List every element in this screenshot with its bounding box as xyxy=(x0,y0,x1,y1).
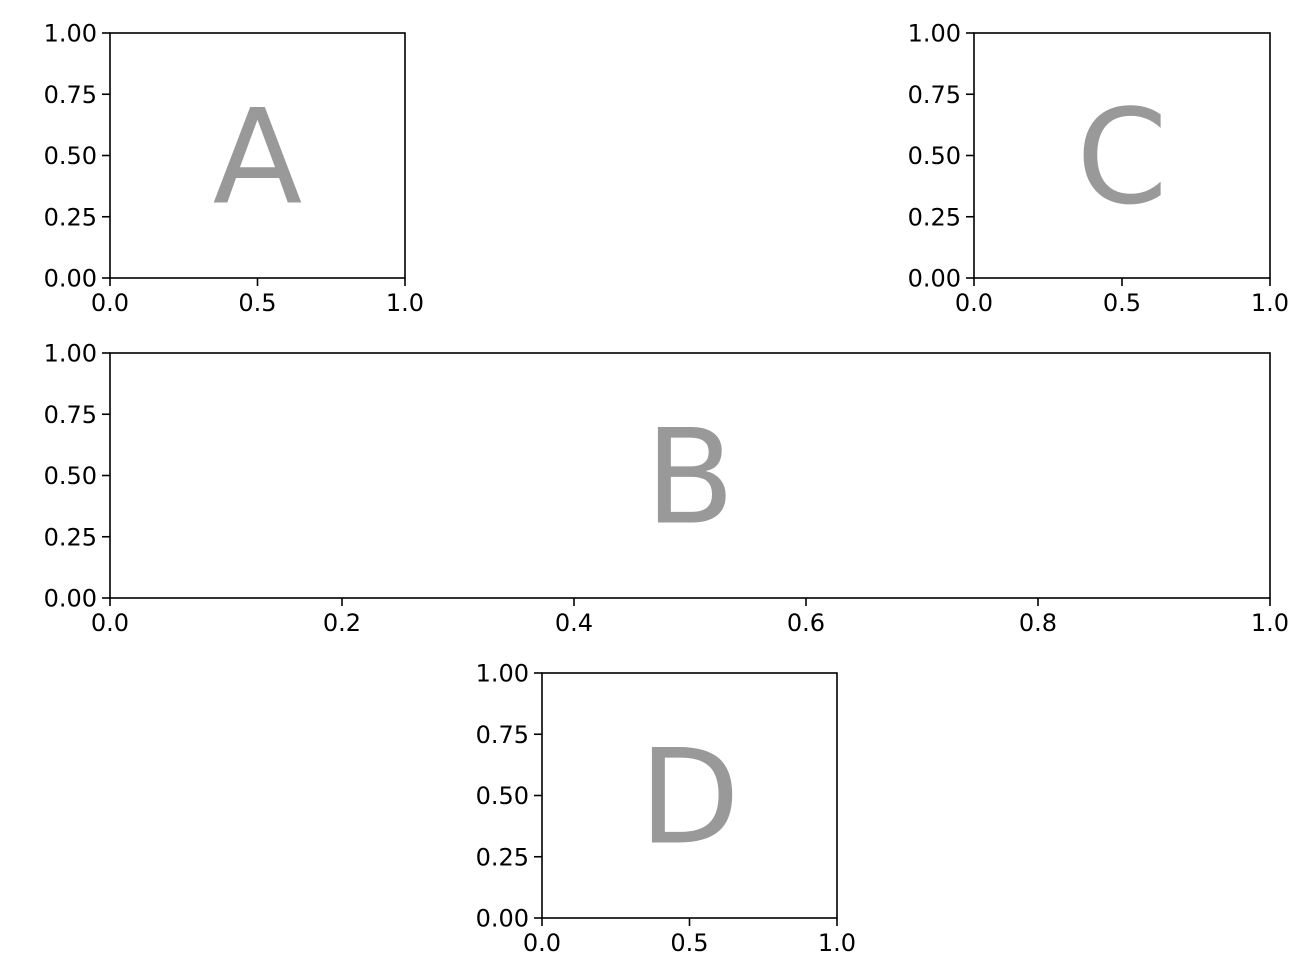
y-tick-label-b: 0.00 xyxy=(44,585,97,613)
y-tick-label-b: 0.25 xyxy=(44,523,97,551)
x-tick-label-d: 0.5 xyxy=(670,929,708,957)
x-tick-label-b: 0.0 xyxy=(91,609,129,637)
x-tick-label-b: 0.8 xyxy=(1019,609,1057,637)
y-tick-label-c: 0.75 xyxy=(908,81,961,109)
y-tick-label-b: 0.50 xyxy=(44,462,97,490)
y-tick-label-c: 0.50 xyxy=(908,142,961,170)
x-tick-label-b: 0.6 xyxy=(787,609,825,637)
y-tick-label-a: 0.75 xyxy=(44,81,97,109)
panel-a: 0.0 0.5 1.0 0.00 0.25 0.50 0.75 1.00 A xyxy=(44,20,425,318)
panel-c: 0.0 0.5 1.0 0.00 0.25 0.50 0.75 1.00 C xyxy=(908,20,1290,318)
x-tick-label-d: 1.0 xyxy=(818,929,856,957)
y-tick-label-c: 0.25 xyxy=(908,203,961,231)
panel-label-a: A xyxy=(213,81,303,234)
y-tick-label-d: 0.25 xyxy=(476,843,529,871)
x-tick-label-c: 0.5 xyxy=(1103,289,1141,317)
y-tick-label-d: 0.50 xyxy=(476,782,529,810)
x-tick-label-c: 1.0 xyxy=(1251,289,1289,317)
y-tick-label-c: 0.00 xyxy=(908,265,961,293)
panel-label-b: B xyxy=(645,401,735,554)
x-tick-label-b: 0.2 xyxy=(323,609,361,637)
panel-d: 0.0 0.5 1.0 0.00 0.25 0.50 0.75 1.00 D xyxy=(476,660,857,958)
y-tick-label-b: 1.00 xyxy=(44,340,97,368)
x-tick-label-b: 1.0 xyxy=(1251,609,1289,637)
y-tick-label-c: 1.00 xyxy=(908,20,961,48)
panel-b: 0.0 0.2 0.4 0.6 0.8 1.0 0.00 0.25 0.50 0.75 1.00 B xyxy=(44,340,1290,638)
x-tick-label-a: 1.0 xyxy=(386,289,424,317)
y-tick-label-d: 0.00 xyxy=(476,905,529,933)
y-tick-label-a: 0.50 xyxy=(44,142,97,170)
x-tick-label-a: 0.0 xyxy=(91,289,129,317)
y-tick-label-a: 0.25 xyxy=(44,203,97,231)
x-tick-label-c: 0.0 xyxy=(955,289,993,317)
x-tick-label-a: 0.5 xyxy=(238,289,276,317)
panel-label-d: D xyxy=(639,721,740,874)
panel-label-c: C xyxy=(1076,81,1167,234)
x-tick-label-d: 0.0 xyxy=(523,929,561,957)
y-tick-label-a: 0.00 xyxy=(44,265,97,293)
y-tick-label-b: 0.75 xyxy=(44,401,97,429)
y-tick-label-a: 1.00 xyxy=(44,20,97,48)
x-tick-label-b: 0.4 xyxy=(555,609,593,637)
y-tick-label-d: 1.00 xyxy=(476,660,529,688)
y-tick-label-d: 0.75 xyxy=(476,721,529,749)
